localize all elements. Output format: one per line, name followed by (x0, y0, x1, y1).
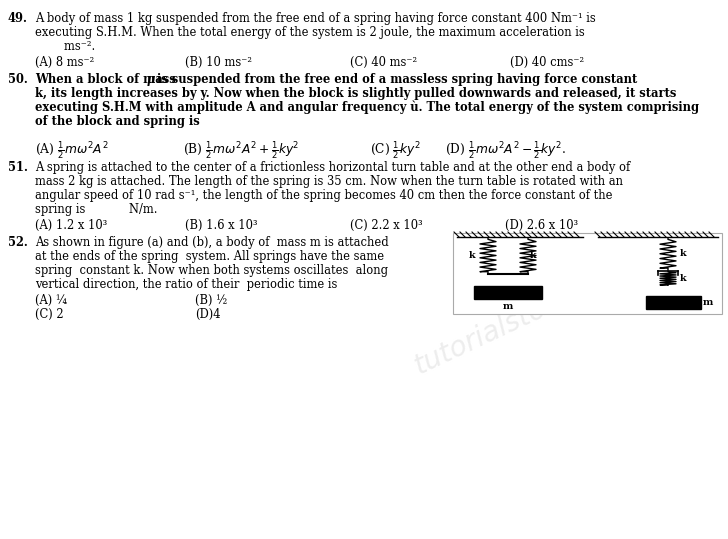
Bar (474, 286, 542, 299)
Text: is suspended from the free end of a massless spring having force constant: is suspended from the free end of a mass… (153, 73, 637, 86)
Text: m: m (703, 298, 713, 307)
Text: k: k (468, 251, 475, 260)
Text: angular speed of 10 rad s⁻¹, the length of the spring becomes 40 cm then the for: angular speed of 10 rad s⁻¹, the length … (35, 189, 612, 202)
Text: mass 2 kg is attached. The length of the spring is 35 cm. Now when the turn tabl: mass 2 kg is attached. The length of the… (35, 175, 623, 188)
Bar (646, 296, 700, 309)
Text: 50.: 50. (8, 73, 28, 86)
Text: k: k (680, 249, 687, 258)
Text: (C) 2.2 x 10³: (C) 2.2 x 10³ (350, 219, 423, 232)
Text: at the ends of the spring  system. All springs have the same: at the ends of the spring system. All sp… (35, 250, 384, 263)
Text: executing S.H.M with amplitude A and angular frequency ù. The total energy of th: executing S.H.M with amplitude A and ang… (35, 101, 699, 114)
Text: (B) 10 ms⁻²: (B) 10 ms⁻² (185, 56, 252, 69)
Text: (D)4: (D)4 (195, 308, 221, 321)
Bar (453, 233, 722, 314)
Text: m: m (503, 302, 513, 311)
Text: (D) 2.6 x 10³: (D) 2.6 x 10³ (505, 219, 578, 232)
Text: executing S.H.M. When the total energy of the system is 2 joule, the maximum acc: executing S.H.M. When the total energy o… (35, 26, 585, 39)
Text: (B) $\frac{1}{2}m\omega^{2}A^{2}+\frac{1}{2}ky^{2}$: (B) $\frac{1}{2}m\omega^{2}A^{2}+\frac{1… (183, 139, 299, 161)
Text: (A) 1.2 x 10³: (A) 1.2 x 10³ (35, 219, 107, 232)
Text: of the block and spring is: of the block and spring is (35, 115, 240, 128)
Text: (A) ¼: (A) ¼ (35, 294, 67, 307)
Text: spring is            N/m.: spring is N/m. (35, 203, 157, 216)
Text: (C) 40 ms⁻²: (C) 40 ms⁻² (350, 56, 417, 69)
Text: (B) ½: (B) ½ (195, 294, 227, 307)
Text: 49.: 49. (8, 12, 28, 25)
Text: k: k (680, 274, 687, 283)
Text: A body of mass 1 kg suspended from the free end of a spring having force constan: A body of mass 1 kg suspended from the f… (35, 12, 596, 25)
Text: (B) 1.6 x 10³: (B) 1.6 x 10³ (185, 219, 258, 232)
Text: 52.: 52. (8, 236, 28, 249)
Text: ms⁻².: ms⁻². (35, 40, 95, 53)
Text: tutorialstoday.cc: tutorialstoday.cc (409, 258, 630, 381)
Text: (C) $\frac{1}{2}ky^{2}$: (C) $\frac{1}{2}ky^{2}$ (370, 139, 422, 161)
Text: vertical direction, the ratio of their  periodic time is: vertical direction, the ratio of their p… (35, 278, 370, 291)
Text: A spring is attached to the center of a frictionless horizontal turn table and a: A spring is attached to the center of a … (35, 161, 630, 174)
Text: (A) $\frac{1}{2}m\omega^{2}A^{2}$: (A) $\frac{1}{2}m\omega^{2}A^{2}$ (35, 139, 108, 161)
Text: k, its length increases by y. Now when the block is slightly pulled downwards an: k, its length increases by y. Now when t… (35, 87, 676, 100)
Text: (D) $\frac{1}{2}m\omega^{2}A^{2}-\frac{1}{2}ky^{2}$.: (D) $\frac{1}{2}m\omega^{2}A^{2}-\frac{1… (445, 139, 566, 161)
Text: 51.: 51. (8, 161, 28, 174)
Text: When a block of mass: When a block of mass (35, 73, 180, 86)
Text: k: k (530, 251, 537, 260)
Text: (C) 2: (C) 2 (35, 308, 63, 321)
Text: μ: μ (147, 73, 155, 86)
Text: As shown in figure (a) and (b), a body of  mass m is attached: As shown in figure (a) and (b), a body o… (35, 236, 389, 249)
Text: spring  constant k. Now when both systems oscillates  along: spring constant k. Now when both systems… (35, 264, 388, 277)
Text: (A) 8 ms⁻²: (A) 8 ms⁻² (35, 56, 94, 69)
Text: (D) 40 cms⁻²: (D) 40 cms⁻² (510, 56, 584, 69)
